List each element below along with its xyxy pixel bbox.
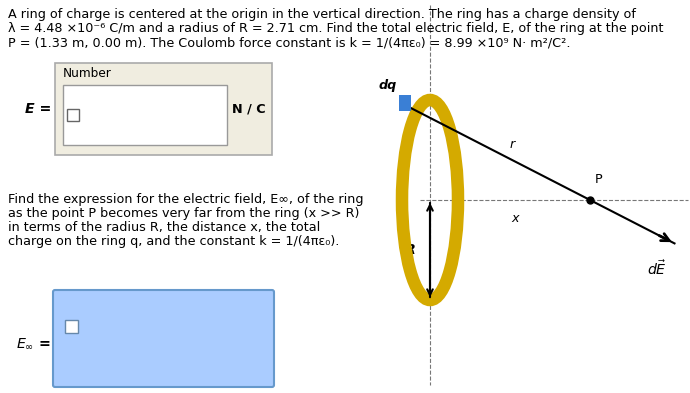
Text: P: P (595, 173, 603, 186)
Bar (399, 95, 411, 111)
Text: E =: E = (25, 102, 51, 116)
Text: in terms of the radius R, the distance x, the total: in terms of the radius R, the distance x… (8, 221, 320, 234)
Text: R: R (405, 243, 416, 257)
Text: charge on the ring q, and the constant k = 1/(4πε₀).: charge on the ring q, and the constant k… (8, 235, 339, 248)
Text: Number: Number (63, 67, 112, 80)
Bar (63, 85, 227, 145)
FancyBboxPatch shape (53, 290, 274, 387)
Bar (67, 109, 79, 121)
Text: r: r (510, 138, 515, 151)
Text: as the point P becomes very far from the ring (x >> R): as the point P becomes very far from the… (8, 207, 359, 220)
Text: $E_\infty$ =: $E_\infty$ = (16, 336, 51, 351)
Text: A ring of charge is centered at the origin in the vertical direction. The ring h: A ring of charge is centered at the orig… (8, 8, 636, 21)
Bar (55, 63, 272, 155)
Text: dq: dq (379, 79, 397, 92)
Text: x: x (511, 211, 519, 224)
Text: Find the expression for the electric field, E∞, of the ring: Find the expression for the electric fie… (8, 193, 364, 206)
Bar (65, 320, 78, 333)
Text: N / C: N / C (233, 103, 266, 116)
Text: P = (1.33 m, 0.00 m). The Coulomb force constant is k = 1/(4πε₀) = 8.99 ×10⁹ N· : P = (1.33 m, 0.00 m). The Coulomb force … (8, 36, 571, 49)
Text: $d\vec{E}$: $d\vec{E}$ (647, 259, 667, 278)
Text: λ = 4.48 ×10⁻⁶ C/m and a radius of R = 2.71 cm. Find the total electric field, E: λ = 4.48 ×10⁻⁶ C/m and a radius of R = 2… (8, 22, 664, 35)
